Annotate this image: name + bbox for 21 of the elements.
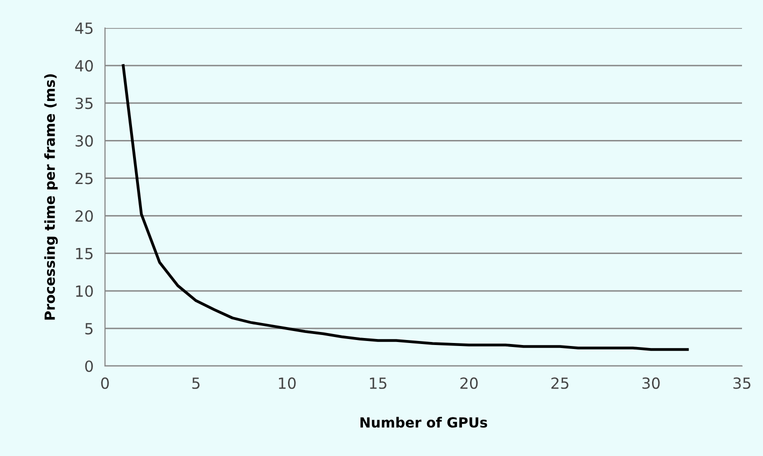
y-tick-label: 20: [76, 210, 93, 222]
y-tick-label: 35: [76, 98, 93, 110]
y-tick-label: 10: [76, 285, 93, 297]
x-tick-label: 5: [192, 378, 200, 389]
x-tick-label: 20: [460, 377, 478, 389]
y-tick-label: 45: [75, 22, 93, 34]
y-tick-label: 15: [76, 248, 93, 260]
x-tick-label: 10: [278, 377, 296, 389]
y-tick-label: 25: [76, 172, 93, 184]
x-tick-label: 30: [642, 377, 660, 389]
y-tick-label: 0: [85, 360, 93, 372]
y-axis-title: Processing time per frame (ms): [44, 74, 58, 320]
x-tick-label: 25: [551, 377, 568, 389]
y-tick-label: 5: [85, 323, 93, 334]
y-tick-label: 40: [75, 60, 93, 72]
x-axis-title: Number of GPUs: [360, 416, 488, 428]
x-tick-label: 35: [733, 377, 750, 389]
line-series: [122, 64, 689, 351]
x-tick-label: 0: [101, 377, 109, 389]
y-tick-label: 30: [76, 135, 93, 147]
x-tick-label: 15: [370, 378, 386, 389]
